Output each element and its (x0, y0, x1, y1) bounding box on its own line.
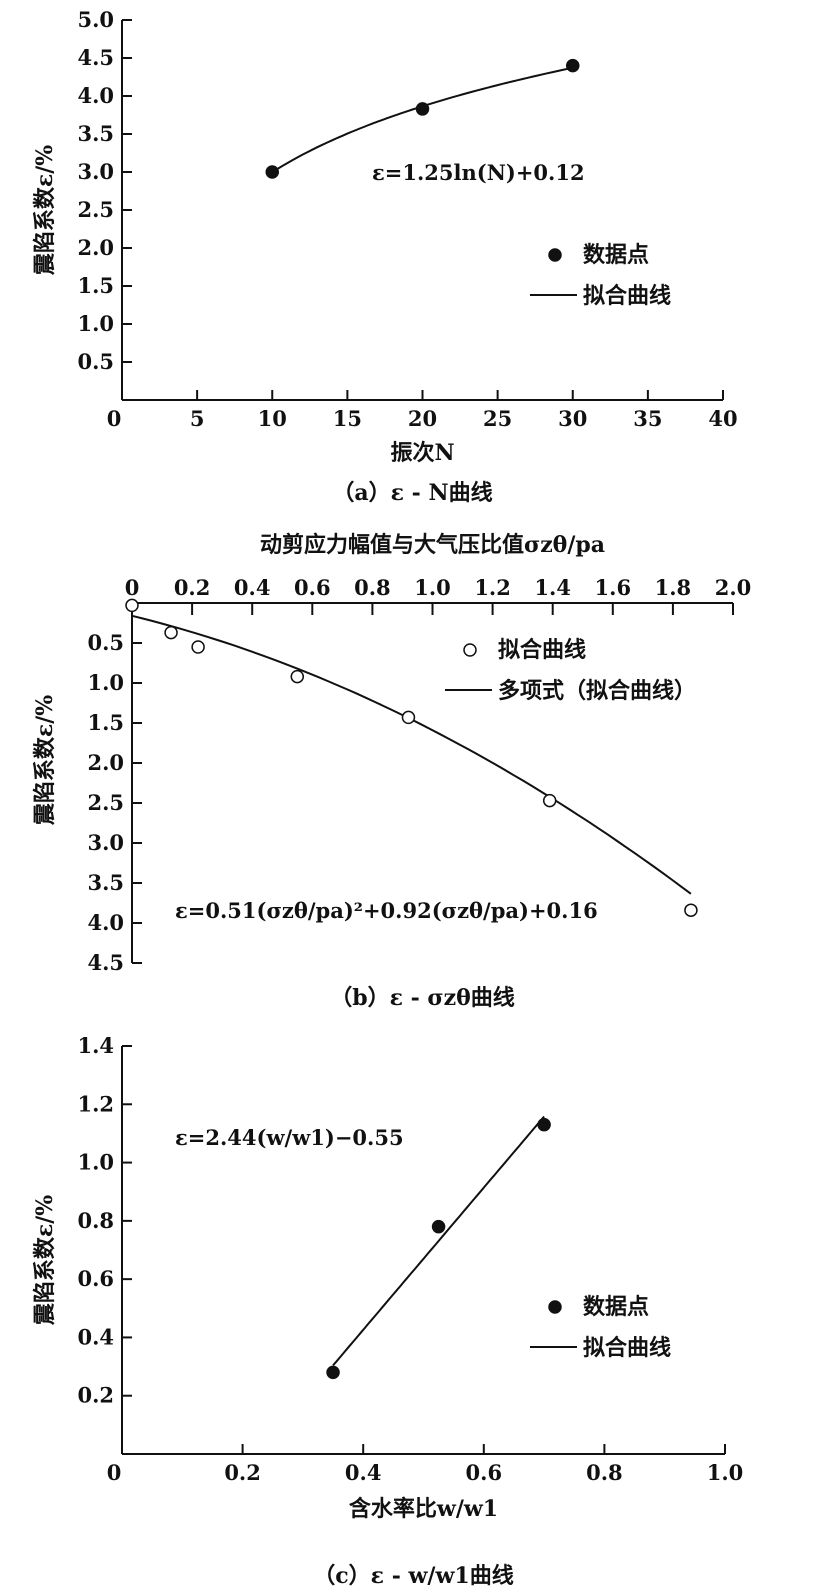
data-point (326, 1365, 340, 1380)
x-tick-label: 10 (258, 406, 287, 431)
data-point (537, 1117, 551, 1132)
data-point (542, 793, 557, 808)
y-tick-label: 5.0 (77, 7, 114, 32)
x-tick-label: 1.4 (534, 575, 571, 600)
y-tick-label: 1.0 (77, 1150, 114, 1175)
fit-curve (131, 614, 692, 895)
caption: （a）ε - N曲线 (332, 480, 492, 506)
y-tick-label: 3.0 (77, 159, 114, 184)
y-axis-label: 震陷系数ε/% (32, 1195, 58, 1325)
x-tick-label: 2.0 (715, 575, 752, 600)
y-tick-label: 1.0 (87, 670, 124, 695)
y-tick-label: 4.0 (77, 83, 114, 108)
x-tick-label: 0.8 (354, 575, 391, 600)
x-axis-label: 动剪应力幅值与大气压比值σzθ/pa (260, 532, 605, 558)
y-tick-label: 1.4 (77, 1033, 114, 1058)
y-tick-label: 1.5 (77, 273, 114, 298)
x-tick-label: 1.0 (707, 1460, 744, 1485)
fit-curve (332, 1115, 545, 1367)
legend-marker-points (548, 248, 562, 262)
x-axis-label: 振次N (390, 440, 454, 466)
x-tick-label: 0 (107, 406, 122, 431)
legend-label: 多项式（拟合曲线） (498, 678, 696, 704)
x-tick-label: 1.0 (414, 575, 451, 600)
legend-label: 拟合曲线 (583, 1335, 671, 1361)
y-tick-label: 3.5 (77, 121, 114, 146)
fit-equation: ε=0.51(σzθ/pa)²+0.92(σzθ/pa)+0.16 (175, 898, 598, 923)
y-axis-label: 震陷系数ε/% (32, 145, 58, 275)
data-point (415, 102, 430, 116)
x-tick-label: 0 (107, 1460, 122, 1485)
data-point (265, 165, 279, 179)
x-tick-label: 0.8 (586, 1460, 623, 1485)
fit-curve (271, 66, 573, 173)
data-point (125, 598, 139, 613)
x-tick-label: 0.6 (466, 1460, 503, 1485)
data-point (164, 625, 178, 640)
data-point (290, 669, 305, 684)
legend-label: 数据点 (583, 1294, 649, 1320)
y-tick-label: 3.5 (87, 870, 124, 895)
y-tick-label: 1.5 (87, 710, 124, 735)
x-tick-label: 35 (633, 406, 662, 431)
y-tick-label: 0.6 (77, 1266, 114, 1291)
data-point (401, 710, 416, 725)
y-tick-label: 0.5 (77, 349, 114, 374)
x-tick-label: 1.6 (595, 575, 632, 600)
y-tick-label: 2.5 (87, 790, 124, 815)
legend-marker-points (463, 643, 477, 657)
data-point (566, 58, 580, 73)
y-tick-label: 0.5 (87, 630, 124, 655)
x-tick-label: 30 (558, 406, 587, 431)
y-tick-label: 0.2 (77, 1383, 114, 1408)
y-tick-label: 2.5 (77, 197, 114, 222)
x-tick-label: 0.4 (345, 1460, 382, 1485)
x-tick-label: 25 (483, 406, 512, 431)
caption: （b）ε - σzθ曲线 (330, 985, 515, 1011)
x-tick-label: 0.2 (174, 575, 211, 600)
x-tick-label: 0.2 (224, 1460, 261, 1485)
y-tick-label: 4.0 (87, 910, 124, 935)
x-tick-label: 40 (708, 406, 737, 431)
y-tick-label: 1.0 (77, 311, 114, 336)
legend-marker-points (548, 1300, 562, 1314)
x-tick-label: 0.6 (294, 575, 331, 600)
fit-equation: ε=1.25ln(N)+0.12 (372, 160, 585, 185)
y-axis-label: 震陷系数ε/% (32, 695, 58, 825)
y-tick-label: 0.8 (77, 1208, 114, 1233)
y-tick-label: 1.2 (77, 1091, 114, 1116)
y-tick-label: 0.4 (77, 1324, 114, 1349)
y-tick-label: 4.5 (87, 950, 124, 975)
legend-label: 拟合曲线 (583, 283, 671, 309)
y-tick-label: 2.0 (77, 235, 114, 260)
x-tick-label: 1.2 (474, 575, 511, 600)
x-tick-label: 0 (125, 575, 140, 600)
fit-equation: ε=2.44(w/w1)−0.55 (175, 1125, 404, 1150)
y-tick-label: 2.0 (87, 750, 124, 775)
legend-label: 拟合曲线 (498, 637, 586, 663)
y-tick-label: 3.0 (87, 830, 124, 855)
x-axis-label: 含水率比w/w1 (349, 1496, 498, 1522)
x-tick-label: 15 (333, 406, 362, 431)
x-tick-label: 1.8 (655, 575, 692, 600)
y-tick-label: 4.5 (77, 45, 114, 70)
x-tick-label: 0.4 (234, 575, 271, 600)
x-tick-label: 5 (190, 406, 205, 431)
data-point (431, 1219, 446, 1234)
legend-label: 数据点 (583, 242, 649, 268)
x-tick-label: 20 (408, 406, 437, 431)
data-point (191, 640, 205, 654)
data-point (684, 903, 698, 917)
caption: （c）ε - w/w1曲线 (313, 1563, 513, 1589)
